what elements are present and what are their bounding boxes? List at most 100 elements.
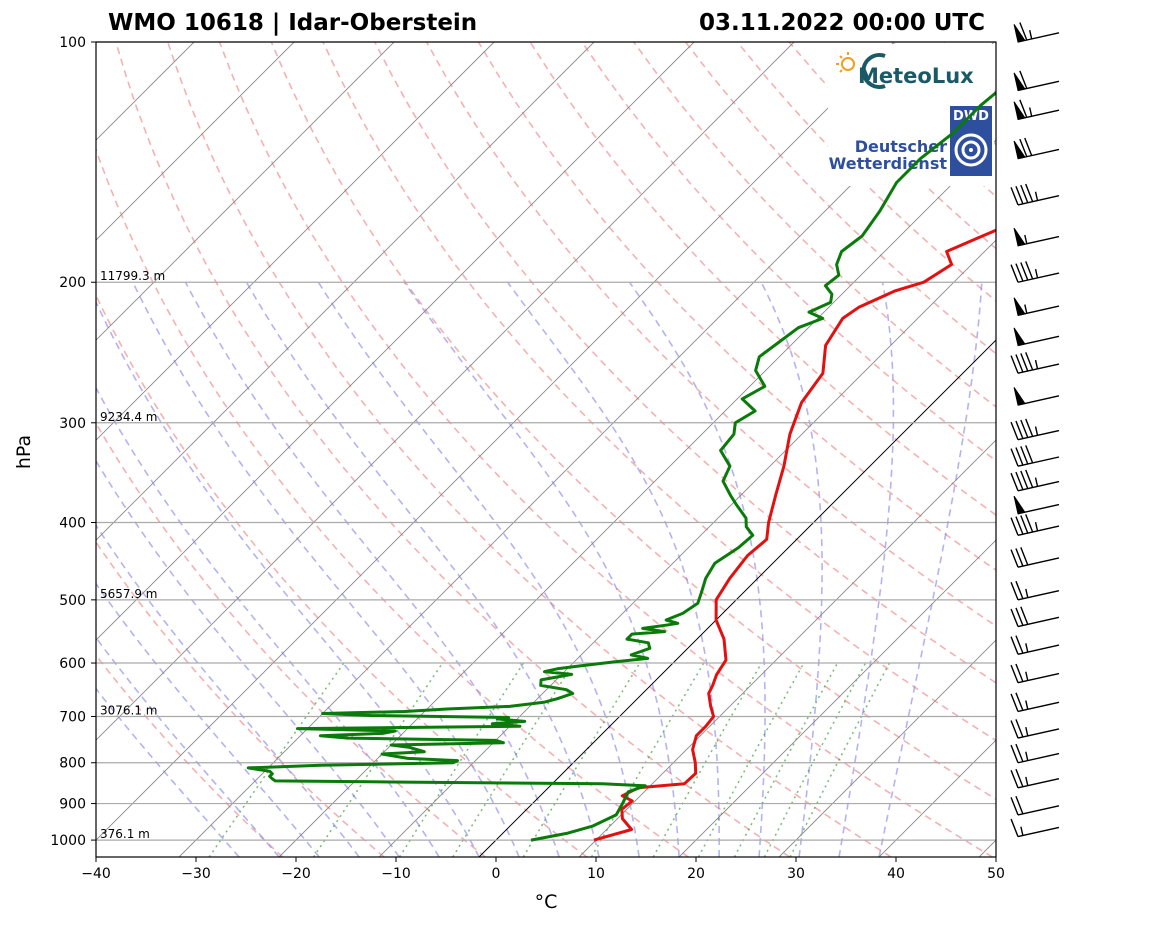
barb-half bbox=[1025, 700, 1029, 710]
wind-barb bbox=[1013, 137, 1060, 160]
profile-line bbox=[246, 90, 996, 842]
barb-half bbox=[1025, 671, 1029, 681]
barb-flag bbox=[1013, 140, 1026, 160]
y-tick-label: 700 bbox=[59, 709, 86, 725]
moist-adiabat bbox=[96, 687, 240, 857]
barb-full bbox=[1020, 606, 1029, 625]
wind-barb bbox=[1010, 352, 1060, 374]
moist-adiabat bbox=[760, 281, 823, 857]
barb-flag bbox=[1013, 297, 1026, 316]
barb-full bbox=[1015, 263, 1024, 282]
barb-full bbox=[1015, 692, 1024, 711]
isotherm bbox=[96, 42, 895, 841]
barb-staff bbox=[1017, 363, 1060, 374]
station-title: WMO 10618 | Idar-Oberstein bbox=[108, 10, 477, 36]
isotherm bbox=[96, 42, 595, 541]
y-tick-label: 300 bbox=[59, 416, 86, 432]
moist-adiabat bbox=[96, 636, 280, 857]
moist-adiabat bbox=[132, 281, 520, 857]
mixing-ratio-line bbox=[763, 662, 867, 857]
dry-adiabat bbox=[633, 42, 996, 408]
barb-half bbox=[1025, 751, 1029, 761]
barb-full bbox=[1015, 796, 1024, 815]
barb-staff bbox=[1017, 826, 1060, 838]
barb-full bbox=[1019, 99, 1028, 118]
barb-full bbox=[1015, 580, 1024, 600]
barb-full bbox=[1019, 70, 1028, 89]
barb-full bbox=[1015, 471, 1024, 490]
barb-full bbox=[1010, 472, 1019, 492]
x-tick-label: −40 bbox=[81, 866, 111, 882]
barb-full bbox=[1025, 183, 1034, 202]
mixing-ratio-line bbox=[522, 662, 641, 857]
barb-full bbox=[1010, 448, 1019, 467]
isotherm bbox=[978, 839, 996, 857]
x-tick-label: −30 bbox=[181, 866, 211, 882]
barb-half bbox=[1024, 304, 1028, 314]
wind-barb bbox=[1010, 418, 1060, 441]
barb-full bbox=[1010, 549, 1019, 568]
dry-adiabat bbox=[425, 42, 996, 627]
barb-staff bbox=[1017, 480, 1060, 492]
barb-flag bbox=[1013, 72, 1026, 92]
moist-adiabat bbox=[506, 281, 720, 857]
dry-adiabat bbox=[166, 42, 892, 857]
mixing-ratio-line bbox=[312, 662, 444, 857]
barb-full bbox=[1010, 582, 1019, 601]
dry-adiabat bbox=[96, 293, 588, 857]
isotherm bbox=[478, 339, 996, 857]
barb-staff bbox=[1017, 557, 1060, 568]
wind-barb bbox=[1010, 635, 1060, 655]
barb-full bbox=[1010, 720, 1019, 739]
barb-full bbox=[1010, 608, 1019, 627]
barb-full bbox=[1010, 797, 1019, 816]
barb-full bbox=[1020, 446, 1029, 465]
dry-adiabat bbox=[374, 42, 996, 684]
spiral-icon bbox=[954, 133, 988, 167]
barb-staff bbox=[1017, 429, 1060, 441]
barb-half bbox=[1034, 268, 1039, 279]
moist-adiabat bbox=[184, 281, 560, 857]
barb-full bbox=[1010, 664, 1019, 683]
dry-adiabat bbox=[96, 147, 689, 857]
y-tick-label: 900 bbox=[59, 797, 86, 813]
wind-barb bbox=[1010, 469, 1060, 492]
dry-adiabat bbox=[115, 42, 791, 857]
barb-full bbox=[1010, 421, 1019, 440]
barb-full bbox=[1015, 516, 1024, 535]
isotherm bbox=[378, 239, 996, 857]
wind-barb bbox=[1010, 547, 1060, 568]
barb-staff bbox=[1017, 272, 1060, 283]
barb-flag bbox=[1013, 227, 1026, 247]
barb-full bbox=[1015, 354, 1024, 373]
barb-half bbox=[1020, 826, 1024, 836]
dry-adiabat bbox=[96, 540, 385, 857]
barb-staff bbox=[1017, 728, 1060, 739]
x-axis-label: °C bbox=[535, 891, 558, 913]
barb-full bbox=[1019, 138, 1028, 157]
wind-barb bbox=[1010, 692, 1060, 713]
barb-staff bbox=[1017, 777, 1060, 789]
mixing-ratio-line bbox=[208, 662, 345, 857]
isotherm bbox=[678, 539, 996, 857]
x-tick-label: 30 bbox=[787, 866, 805, 882]
wind-barb bbox=[1013, 227, 1060, 247]
barb-full bbox=[1015, 768, 1024, 787]
wind-barb bbox=[1010, 445, 1060, 467]
x-tick-label: 50 bbox=[987, 866, 1005, 882]
dry-adiabat bbox=[995, 42, 996, 44]
barb-staff bbox=[1017, 589, 1060, 601]
wind-barb bbox=[1013, 22, 1060, 43]
barb-full bbox=[1015, 185, 1024, 205]
isotherm bbox=[96, 42, 495, 441]
moist-adiabat bbox=[403, 281, 680, 857]
wind-barb bbox=[1010, 796, 1060, 816]
barb-full bbox=[1015, 719, 1024, 738]
mixing-ratio-line bbox=[697, 662, 805, 857]
moist-adiabat bbox=[96, 386, 440, 857]
dry-adiabat bbox=[96, 421, 486, 857]
dwd-line2: Wetterdienst bbox=[829, 154, 948, 173]
dry-adiabat bbox=[477, 42, 996, 572]
barb-full bbox=[1024, 137, 1033, 156]
